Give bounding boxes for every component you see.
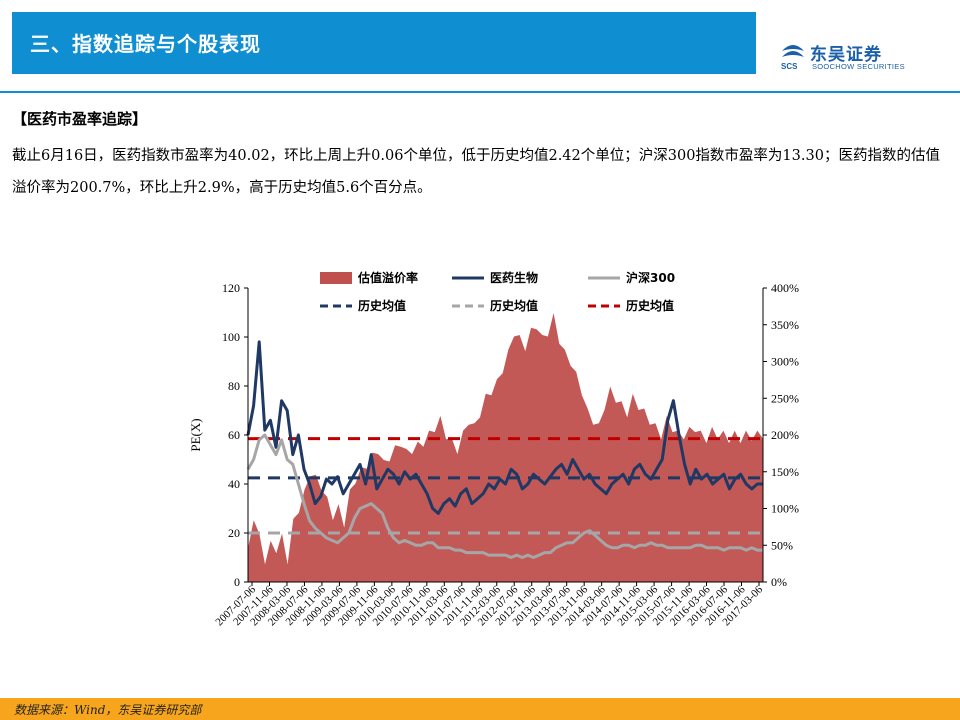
logo-mark-icon: SCS xyxy=(781,45,804,71)
left-tick-label: 120 xyxy=(222,281,240,295)
legend-label: 历史均值 xyxy=(626,298,674,313)
legend-label: 历史均值 xyxy=(490,298,538,313)
right-tick-label: 150% xyxy=(771,465,799,479)
legend-swatch-area xyxy=(320,272,352,284)
right-tick-label: 300% xyxy=(771,355,799,369)
section-heading: 【医药市盈率追踪】 xyxy=(12,110,148,128)
left-tick-label: 80 xyxy=(228,379,240,393)
right-tick-label: 250% xyxy=(771,391,799,405)
logo-chinese: 东吴证券 xyxy=(810,45,882,65)
right-tick-label: 400% xyxy=(771,281,799,295)
series-area-premium xyxy=(248,313,763,582)
right-tick-label: 50% xyxy=(771,538,793,552)
chart-svg: 0 20 40 60 80 100 120 0% 50% 100% 150% 200% 250% 300%… xyxy=(188,270,799,628)
logo-mark-text: SCS xyxy=(781,62,798,71)
left-tick-label: 60 xyxy=(228,428,240,442)
y-axis-label: PE(X) xyxy=(188,418,203,451)
company-logo: SCS 东吴证券 SOOCHOW SECURITIES xyxy=(776,40,926,80)
summary-paragraph: 截止6月16日，医药指数市盈率为40.02，环比上周上升0.06个单位，低于历史… xyxy=(12,148,940,196)
right-tick-label: 350% xyxy=(771,318,799,332)
footer-bar: 数据来源：Wind，东吴证券研究部 xyxy=(0,698,960,720)
page-title: 三、指数追踪与个股表现 xyxy=(30,32,261,56)
header-divider xyxy=(0,91,960,93)
left-tick-label: 40 xyxy=(228,477,240,491)
right-tick-label: 0% xyxy=(771,575,787,589)
left-tick-label: 0 xyxy=(234,575,240,589)
logo-english: SOOCHOW SECURITIES xyxy=(812,62,905,71)
pe-tracking-chart: 0 20 40 60 80 100 120 0% 50% 100% 150% 200% 250% 300%… xyxy=(180,262,820,662)
right-tick-label: 200% xyxy=(771,428,799,442)
legend-label: 历史均值 xyxy=(358,298,406,313)
left-tick-label: 20 xyxy=(228,526,240,540)
legend-label: 医药生物 xyxy=(490,270,538,285)
title-bar: 三、指数追踪与个股表现 xyxy=(12,12,756,74)
series-line-0 xyxy=(246,340,763,515)
data-source: 数据来源：Wind，东吴证券研究部 xyxy=(14,703,202,717)
legend-label: 沪深300 xyxy=(626,270,675,285)
series-line-1 xyxy=(246,433,763,559)
legend-label: 估值溢价率 xyxy=(357,270,418,285)
left-tick-label: 100 xyxy=(222,330,240,344)
right-tick-label: 100% xyxy=(771,502,799,516)
